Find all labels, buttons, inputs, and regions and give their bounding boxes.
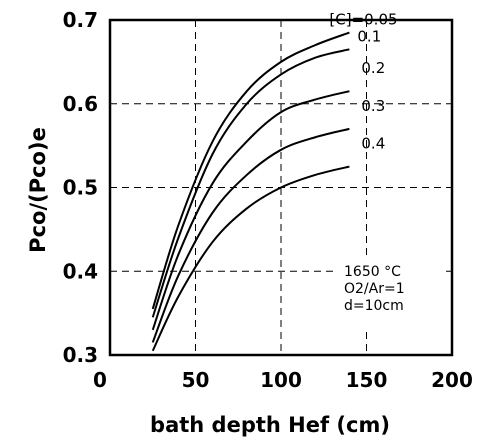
x-tick-label: 0 bbox=[93, 368, 107, 392]
series-line-5 bbox=[151, 165, 350, 352]
x-tick-label: 200 bbox=[431, 368, 473, 392]
series-line-3 bbox=[151, 90, 350, 331]
series-label-3: 0.2 bbox=[361, 59, 385, 77]
x-tick-label: 150 bbox=[346, 368, 388, 392]
y-axis-label: Pco/(Pco)e bbox=[26, 127, 50, 253]
conditions-box bbox=[338, 260, 442, 328]
series-line-4 bbox=[151, 127, 350, 343]
y-tick-label: 0.6 bbox=[63, 92, 98, 116]
condition-line-2: O2/Ar=1 bbox=[344, 281, 405, 297]
x-tick-label: 100 bbox=[260, 368, 302, 392]
series-label-2: 0.1 bbox=[357, 27, 381, 45]
condition-line-1: 1650 °C bbox=[344, 264, 401, 280]
condition-annotations: 1650 °CO2/Ar=1d=10cm bbox=[338, 260, 442, 328]
condition-line-3: d=10cm bbox=[344, 298, 404, 314]
series-label-1: [C]=0.05 bbox=[329, 11, 397, 29]
series-line-1 bbox=[151, 31, 350, 310]
series-line-2 bbox=[151, 48, 350, 318]
data-curves bbox=[151, 31, 350, 352]
series-label-5: 0.4 bbox=[361, 135, 385, 153]
y-tick-label: 0.7 bbox=[63, 8, 98, 32]
series-label-4: 0.3 bbox=[361, 97, 385, 115]
x-axis-label: bath depth Hef (cm) bbox=[150, 413, 390, 437]
x-tick-label: 50 bbox=[182, 368, 210, 392]
y-tick-label: 0.4 bbox=[63, 259, 98, 283]
y-tick-label: 0.5 bbox=[63, 176, 98, 200]
series-labels: [C]=0.050.1 0.2 0.3 0.4 bbox=[329, 11, 397, 153]
y-tick-label: 0.3 bbox=[63, 343, 98, 367]
axis-ticks: 0 50 100 150 200 0.3 0.4 0.5 0.6 0.7 bbox=[63, 8, 473, 392]
